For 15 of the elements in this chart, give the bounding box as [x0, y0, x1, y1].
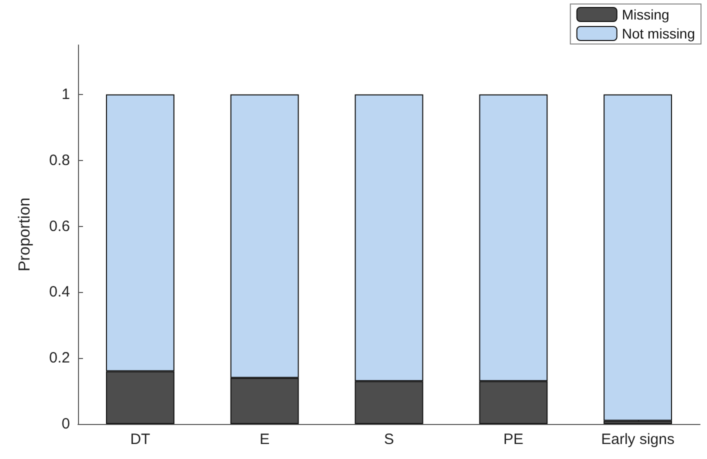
y-axis-title: Proportion	[16, 198, 34, 272]
y-tick-label: 0.4	[49, 284, 70, 301]
legend-label: Not missing	[622, 26, 696, 42]
legend-label: Missing	[622, 6, 670, 22]
x-tick-label: S	[384, 431, 394, 448]
y-tick-label: 0	[62, 416, 70, 432]
y-tick-label: 1	[62, 86, 70, 103]
bar	[604, 94, 672, 421]
x-tick-label: PE	[503, 431, 524, 448]
y-tick-label: 0.2	[49, 350, 70, 367]
x-tick-label: DT	[130, 431, 150, 448]
x-tick-label: E	[260, 431, 270, 448]
y-tick-label: 0.8	[49, 152, 70, 169]
x-tick-label: Early signs	[601, 431, 674, 448]
y-tick-label: 0.6	[49, 218, 70, 235]
